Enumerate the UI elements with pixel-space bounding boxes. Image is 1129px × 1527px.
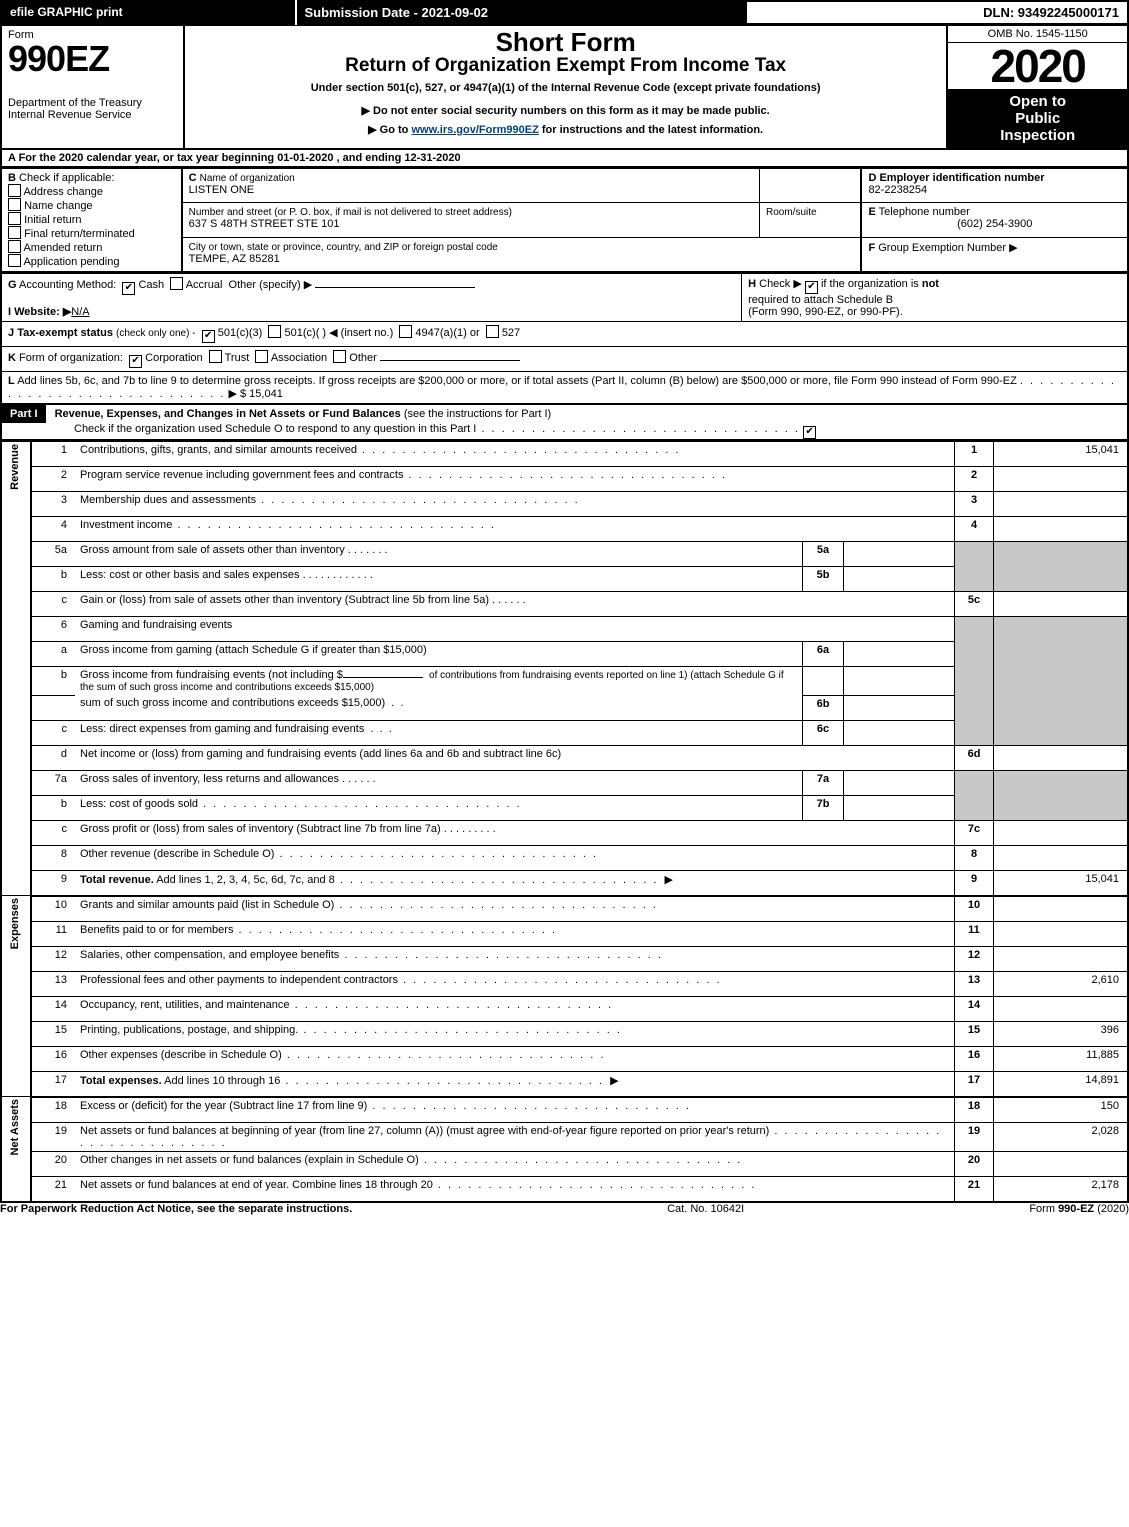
- open-to-label: Open to: [948, 93, 1127, 110]
- amt-15: 396: [994, 1021, 1129, 1046]
- amt-13: 2,610: [994, 971, 1129, 996]
- amt-7b: [844, 795, 955, 820]
- part1-header: Part I Revenue, Expenses, and Changes in…: [0, 405, 1129, 441]
- amt-18: 150: [994, 1097, 1129, 1123]
- chk-final-return[interactable]: Final return/terminated: [24, 228, 135, 240]
- chk-assoc[interactable]: [255, 350, 268, 363]
- amt-16: 11,885: [994, 1046, 1129, 1071]
- financial-table: Revenue 1Contributions, gifts, grants, a…: [0, 441, 1129, 1203]
- inspection-label: Inspection: [948, 127, 1127, 144]
- chk-cash[interactable]: [122, 282, 135, 295]
- public-label: Public: [948, 110, 1127, 127]
- amt-6a: [844, 642, 955, 667]
- line-l-amount: $ 15,041: [240, 388, 283, 400]
- amt-2: [994, 467, 1129, 492]
- amt-5a: [844, 542, 955, 567]
- part1-badge: Part I: [2, 405, 46, 423]
- chk-501c[interactable]: [268, 325, 281, 338]
- telephone: (602) 254-3900: [868, 218, 1121, 230]
- amt-10: [994, 896, 1129, 922]
- amt-5c: [994, 592, 1129, 617]
- entity-block: B Check if applicable: Address change Na…: [0, 168, 1129, 273]
- side-net-assets: Net Assets: [7, 1099, 23, 1155]
- street-address: 637 S 48TH STREET STE 101: [189, 218, 753, 230]
- top-bar: efile GRAPHIC print Submission Date - 20…: [0, 0, 1129, 25]
- submission-date: Submission Date - 2021-09-02: [296, 1, 748, 24]
- amt-6c: [844, 720, 955, 745]
- amt-1: 15,041: [994, 442, 1129, 467]
- chk-name-change[interactable]: Name change: [24, 200, 93, 212]
- chk-trust[interactable]: [209, 350, 222, 363]
- amt-20: [994, 1151, 1129, 1176]
- irs-link[interactable]: www.irs.gov/Form990EZ: [411, 124, 538, 136]
- chk-other-org[interactable]: [333, 350, 346, 363]
- amt-3: [994, 492, 1129, 517]
- city-state-zip: TEMPE, AZ 85281: [189, 253, 855, 265]
- short-form-title: Short Form: [191, 29, 941, 55]
- amt-7c: [994, 820, 1129, 845]
- amt-9: 15,041: [994, 870, 1129, 896]
- section-note: Under section 501(c), 527, or 4947(a)(1)…: [191, 82, 941, 94]
- chk-sched-b[interactable]: [805, 281, 818, 294]
- chk-sched-o[interactable]: [803, 426, 816, 439]
- org-name: LISTEN ONE: [189, 184, 753, 196]
- ghi-block: G Accounting Method: Cash Accrual Other …: [0, 273, 1129, 405]
- website: N/A: [71, 306, 89, 318]
- chk-amended-return[interactable]: Amended return: [23, 242, 102, 254]
- chk-application-pending[interactable]: Application pending: [23, 256, 119, 268]
- amt-7a: [844, 770, 955, 795]
- chk-4947[interactable]: [399, 325, 412, 338]
- chk-501c3[interactable]: [202, 330, 215, 343]
- side-expenses: Expenses: [7, 898, 23, 949]
- chk-corp[interactable]: [129, 355, 142, 368]
- form-header: Form 990EZ Department of the Treasury In…: [0, 25, 1129, 150]
- cat-no: Cat. No. 10642I: [565, 1203, 847, 1215]
- amt-8: [994, 845, 1129, 870]
- side-revenue: Revenue: [7, 444, 23, 490]
- chk-initial-return[interactable]: Initial return: [24, 214, 81, 226]
- amt-4: [994, 517, 1129, 542]
- irs-label: Internal Revenue Service: [8, 109, 177, 121]
- footer-form-no: 990-EZ: [1058, 1203, 1094, 1215]
- room-suite-label: Room/suite: [766, 207, 817, 218]
- chk-527[interactable]: [486, 325, 499, 338]
- line-a: A For the 2020 calendar year, or tax yea…: [0, 150, 1129, 168]
- amt-5b: [844, 567, 955, 592]
- form-number: 990EZ: [8, 41, 177, 77]
- amt-14: [994, 996, 1129, 1021]
- amt-6b: [844, 695, 955, 720]
- dln-label: DLN: 93492245000171: [783, 1, 1128, 24]
- ssn-note: ▶ Do not enter social security numbers o…: [191, 104, 941, 117]
- efile-label[interactable]: efile GRAPHIC print: [1, 1, 296, 24]
- page-footer: For Paperwork Reduction Act Notice, see …: [0, 1203, 1129, 1215]
- dept-label: Department of the Treasury: [8, 97, 177, 109]
- return-title: Return of Organization Exempt From Incom…: [191, 55, 941, 78]
- chk-address-change[interactable]: Address change: [23, 186, 103, 198]
- amt-11: [994, 921, 1129, 946]
- amt-6d: [994, 745, 1129, 770]
- tax-year: 2020: [991, 40, 1085, 92]
- amt-21: 2,178: [994, 1176, 1129, 1202]
- ein: 82-2238254: [868, 184, 1121, 196]
- amt-19: 2,028: [994, 1122, 1129, 1151]
- amt-17: 14,891: [994, 1071, 1129, 1097]
- chk-accrual[interactable]: [170, 277, 183, 290]
- amt-12: [994, 946, 1129, 971]
- pra-notice: For Paperwork Reduction Act Notice, see …: [0, 1203, 565, 1215]
